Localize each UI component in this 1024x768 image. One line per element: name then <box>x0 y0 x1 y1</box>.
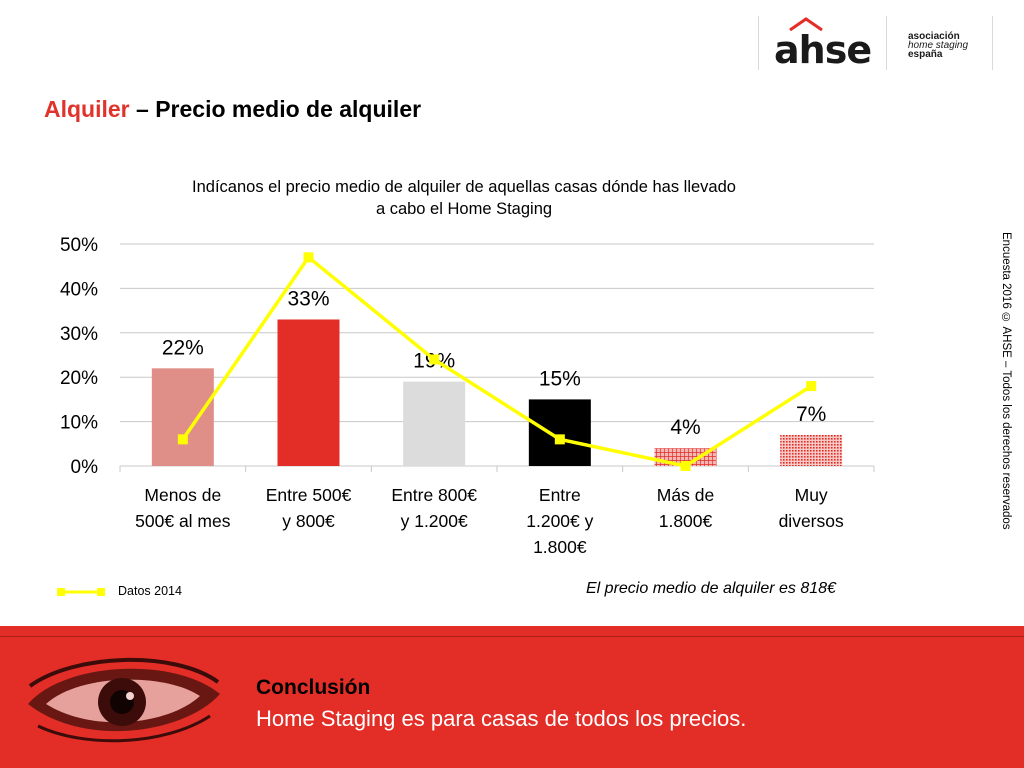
data-label: 7% <box>796 403 826 426</box>
x-tick-label: Entre 500€ <box>266 485 352 505</box>
data-label: 4% <box>670 416 700 439</box>
logo-divider <box>992 16 993 70</box>
data-label: 15% <box>539 367 581 390</box>
conclusion-text: Home Staging es para casas de todos los … <box>256 706 747 731</box>
y-tick-label: 40% <box>60 279 98 300</box>
logo-brand: ahse <box>774 28 872 72</box>
data-label: 33% <box>287 287 329 310</box>
bar <box>151 368 214 466</box>
logo-line1: asociación <box>908 31 960 42</box>
logo-divider <box>758 16 759 70</box>
x-tick-label: y 800€ <box>282 511 335 531</box>
y-tick-label: 0% <box>71 457 99 478</box>
line-point <box>680 461 691 471</box>
bar <box>403 381 466 466</box>
line-point <box>177 434 188 445</box>
x-tick-label: Muy <box>795 485 828 505</box>
logo-divider <box>886 16 887 70</box>
conclusion-heading: Conclusión <box>256 676 371 699</box>
roof-icon <box>789 17 823 32</box>
x-tick-label: Entre <box>539 485 581 505</box>
banner-divider <box>0 636 1024 637</box>
title-rest: – Precio medio de alquiler <box>129 96 422 122</box>
logo-line2: home staging <box>908 40 969 51</box>
legend-line-icon <box>57 588 105 596</box>
x-tick-label: y 1.200€ <box>401 511 468 531</box>
y-tick-label: 50% <box>60 235 98 256</box>
legend-label: Datos 2014 <box>118 584 182 598</box>
x-tick-label: 500€ al mes <box>135 511 231 531</box>
chart-title-line: Indícanos el precio medio de alquiler de… <box>192 178 736 196</box>
x-tick-label: Más de <box>657 485 714 505</box>
chart-title: Indícanos el precio medio de alquiler de… <box>114 176 814 220</box>
line-series-datos-2014 <box>181 254 813 468</box>
logo-line3: españa <box>908 49 943 60</box>
x-tick-label: Entre 800€ <box>391 485 477 505</box>
x-tick-label: 1.200€ y <box>526 511 593 531</box>
average-price-note: El precio medio de alquiler es 818€ <box>586 580 836 597</box>
data-label: 22% <box>162 336 204 359</box>
eye-icon <box>28 657 220 743</box>
bar-chart: 0% 10% 20% 30% 40% 50% 22% Menos de 500€ al mes… <box>60 235 875 557</box>
bar <box>277 319 340 466</box>
y-tick-label: 20% <box>60 368 98 389</box>
y-tick-label: 30% <box>60 324 98 345</box>
copyright-note: Encuesta 2016 © AHSE – Todos los derecho… <box>1000 232 1012 530</box>
line-point <box>303 252 314 263</box>
x-tick-label: diversos <box>779 511 844 531</box>
x-tick-label: Menos de <box>144 485 221 505</box>
x-tick-label: 1.800€ <box>659 511 713 531</box>
line-point <box>554 434 565 445</box>
logo-tagline: asociación home staging españa <box>908 31 969 60</box>
line-point <box>429 354 440 365</box>
page-title: Alquiler – Precio medio de alquiler <box>44 96 421 123</box>
y-tick-label: 10% <box>60 413 98 434</box>
title-accent: Alquiler <box>44 96 130 122</box>
chart-title-line: a cabo el Home Staging <box>375 200 553 218</box>
bar <box>780 434 843 466</box>
ahse-logo: ahse asociación home staging españa <box>758 16 994 72</box>
x-tick-label: 1.800€ <box>533 537 587 557</box>
line-point <box>806 381 817 392</box>
bar <box>528 399 591 466</box>
